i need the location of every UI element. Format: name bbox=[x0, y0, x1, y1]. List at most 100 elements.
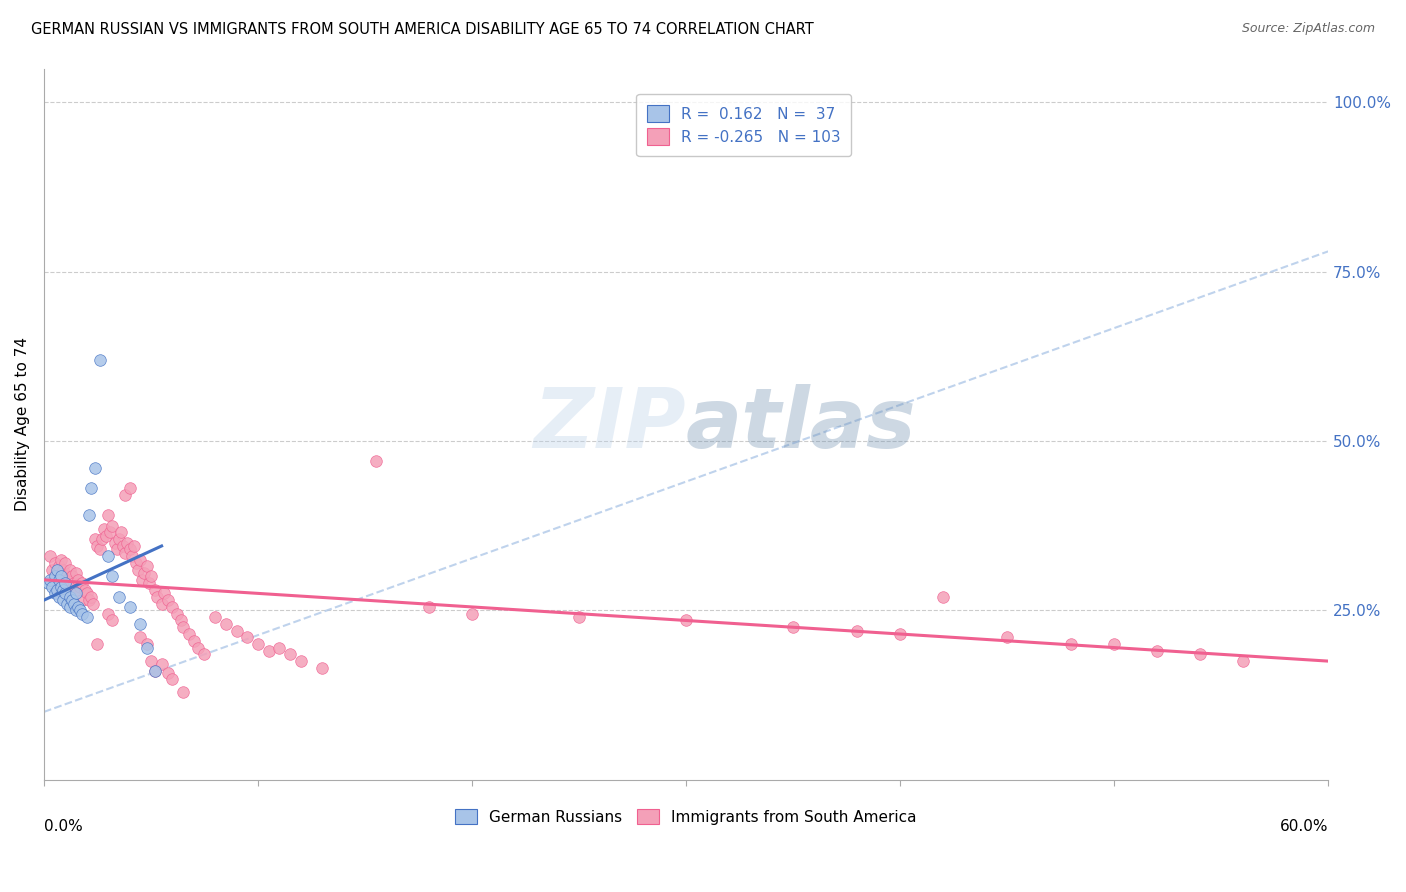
Point bbox=[53, 586, 76, 600]
Point bbox=[65, 566, 87, 580]
Point bbox=[84, 461, 107, 475]
Text: GERMAN RUSSIAN VS IMMIGRANTS FROM SOUTH AMERICA DISABILITY AGE 65 TO 74 CORRELAT: GERMAN RUSSIAN VS IMMIGRANTS FROM SOUTH … bbox=[31, 22, 814, 37]
Point bbox=[39, 573, 62, 587]
Point bbox=[162, 673, 184, 687]
Point bbox=[89, 542, 111, 557]
Point bbox=[568, 610, 591, 624]
Text: atlas: atlas bbox=[686, 384, 917, 465]
Point bbox=[1102, 637, 1125, 651]
Point bbox=[150, 597, 173, 611]
Point bbox=[110, 525, 132, 540]
Point bbox=[364, 454, 387, 468]
Point bbox=[995, 631, 1018, 645]
Point bbox=[932, 590, 955, 604]
Point bbox=[60, 593, 83, 607]
Point bbox=[72, 576, 94, 591]
Point bbox=[170, 614, 193, 628]
Point bbox=[73, 582, 96, 597]
Point bbox=[98, 525, 121, 540]
Point bbox=[44, 586, 66, 600]
Point bbox=[135, 637, 157, 651]
Point bbox=[60, 569, 83, 583]
Point bbox=[69, 603, 91, 617]
Point bbox=[76, 586, 98, 600]
Point bbox=[63, 576, 86, 591]
Point bbox=[135, 640, 157, 655]
Point bbox=[162, 599, 184, 614]
Point bbox=[58, 563, 80, 577]
Point bbox=[129, 552, 152, 566]
Point bbox=[114, 488, 136, 502]
Point bbox=[90, 532, 112, 546]
Point bbox=[236, 631, 259, 645]
Point bbox=[105, 542, 128, 557]
Point bbox=[53, 569, 76, 583]
Point bbox=[193, 648, 215, 662]
Point bbox=[103, 535, 125, 549]
Point bbox=[152, 586, 174, 600]
Point bbox=[49, 580, 72, 594]
Point bbox=[846, 624, 869, 638]
Point bbox=[48, 590, 70, 604]
Point bbox=[134, 566, 156, 580]
Point bbox=[290, 654, 312, 668]
Point bbox=[122, 539, 145, 553]
Point bbox=[84, 532, 107, 546]
Point bbox=[48, 576, 70, 591]
Point bbox=[889, 627, 911, 641]
Point bbox=[48, 559, 70, 574]
Point bbox=[311, 661, 333, 675]
Point bbox=[157, 665, 180, 680]
Text: 0.0%: 0.0% bbox=[44, 819, 83, 834]
Point bbox=[143, 582, 166, 597]
Point bbox=[129, 616, 152, 631]
Point bbox=[49, 569, 72, 583]
Point bbox=[89, 352, 111, 367]
Point bbox=[118, 542, 141, 557]
Point bbox=[225, 624, 247, 638]
Point bbox=[125, 556, 148, 570]
Point bbox=[44, 569, 66, 583]
Point bbox=[53, 576, 76, 591]
Point bbox=[77, 508, 100, 523]
Point bbox=[139, 654, 162, 668]
Point bbox=[101, 518, 124, 533]
Point bbox=[117, 535, 139, 549]
Point bbox=[44, 556, 66, 570]
Point bbox=[80, 482, 103, 496]
Point bbox=[94, 529, 117, 543]
Point bbox=[1232, 654, 1254, 668]
Point bbox=[138, 576, 160, 591]
Point bbox=[183, 633, 205, 648]
Point bbox=[53, 556, 76, 570]
Point bbox=[69, 580, 91, 594]
Point bbox=[1188, 648, 1211, 662]
Point bbox=[139, 569, 162, 583]
Point bbox=[179, 627, 201, 641]
Point bbox=[41, 563, 63, 577]
Point bbox=[131, 573, 153, 587]
Point bbox=[1060, 637, 1083, 651]
Point bbox=[52, 563, 75, 577]
Point bbox=[52, 593, 75, 607]
Point bbox=[121, 549, 143, 563]
Point bbox=[65, 586, 87, 600]
Point bbox=[86, 637, 108, 651]
Point bbox=[37, 576, 59, 591]
Point bbox=[48, 573, 70, 587]
Point bbox=[114, 546, 136, 560]
Point bbox=[135, 559, 157, 574]
Point bbox=[52, 582, 75, 597]
Point bbox=[143, 665, 166, 679]
Point bbox=[172, 684, 194, 698]
Point bbox=[67, 599, 90, 614]
Point bbox=[45, 566, 67, 580]
Point bbox=[107, 532, 129, 546]
Point bbox=[65, 582, 87, 597]
Point bbox=[150, 657, 173, 672]
Point bbox=[82, 597, 104, 611]
Point bbox=[97, 508, 120, 523]
Point bbox=[45, 563, 67, 577]
Point bbox=[107, 590, 129, 604]
Point bbox=[58, 590, 80, 604]
